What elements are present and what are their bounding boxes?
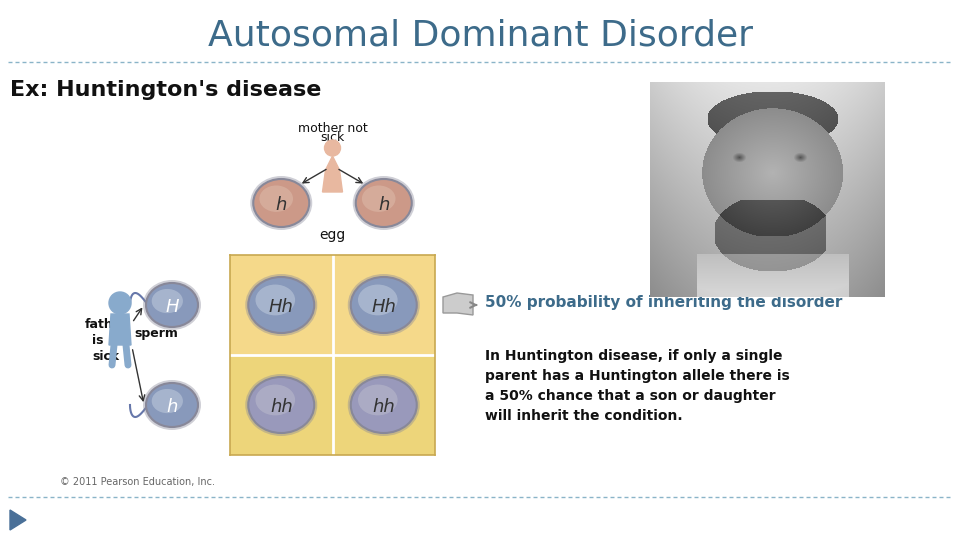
- Text: mother not: mother not: [298, 122, 368, 135]
- Text: hh: hh: [372, 398, 396, 416]
- Text: Hh: Hh: [372, 298, 396, 316]
- Ellipse shape: [255, 285, 295, 315]
- Ellipse shape: [146, 283, 198, 327]
- Text: H: H: [165, 298, 179, 316]
- Text: sick: sick: [92, 350, 119, 363]
- Text: egg: egg: [320, 228, 346, 242]
- Text: h: h: [276, 196, 287, 214]
- Ellipse shape: [249, 277, 314, 333]
- Polygon shape: [10, 510, 26, 530]
- Ellipse shape: [352, 176, 415, 230]
- Ellipse shape: [249, 377, 314, 433]
- Ellipse shape: [350, 377, 417, 433]
- Circle shape: [324, 140, 341, 156]
- Ellipse shape: [348, 274, 420, 336]
- Text: Autosomal Dominant Disorder: Autosomal Dominant Disorder: [207, 18, 753, 52]
- Circle shape: [109, 292, 131, 314]
- Polygon shape: [443, 293, 473, 315]
- Ellipse shape: [356, 179, 412, 227]
- Ellipse shape: [358, 384, 397, 415]
- Text: father: father: [85, 319, 129, 332]
- Ellipse shape: [146, 383, 198, 427]
- Text: h: h: [166, 398, 178, 416]
- Text: sperm: sperm: [134, 327, 178, 340]
- Ellipse shape: [253, 179, 309, 227]
- Ellipse shape: [358, 285, 397, 315]
- Ellipse shape: [362, 185, 396, 212]
- Text: In Huntington disease, if only a single
parent has a Huntington allele there is
: In Huntington disease, if only a single …: [485, 349, 790, 423]
- Ellipse shape: [152, 289, 183, 313]
- Text: Ex: Huntington's disease: Ex: Huntington's disease: [10, 80, 322, 100]
- Ellipse shape: [245, 274, 317, 336]
- Ellipse shape: [255, 384, 295, 415]
- Ellipse shape: [143, 380, 201, 430]
- Ellipse shape: [251, 176, 312, 230]
- Text: h: h: [378, 196, 390, 214]
- Ellipse shape: [152, 389, 183, 413]
- Text: sick: sick: [321, 131, 345, 144]
- Text: Hh: Hh: [269, 298, 294, 316]
- Ellipse shape: [245, 374, 317, 436]
- Text: hh: hh: [270, 398, 293, 416]
- Bar: [230, 255, 435, 355]
- Ellipse shape: [143, 280, 201, 330]
- Ellipse shape: [259, 185, 293, 212]
- Text: © 2011 Pearson Education, Inc.: © 2011 Pearson Education, Inc.: [60, 477, 215, 487]
- Ellipse shape: [350, 277, 417, 333]
- Text: 50% probability of inheriting the disorder: 50% probability of inheriting the disord…: [485, 295, 842, 310]
- Bar: [230, 355, 435, 455]
- Text: is: is: [92, 334, 104, 348]
- Polygon shape: [323, 156, 343, 192]
- Ellipse shape: [348, 374, 420, 436]
- Polygon shape: [109, 314, 131, 345]
